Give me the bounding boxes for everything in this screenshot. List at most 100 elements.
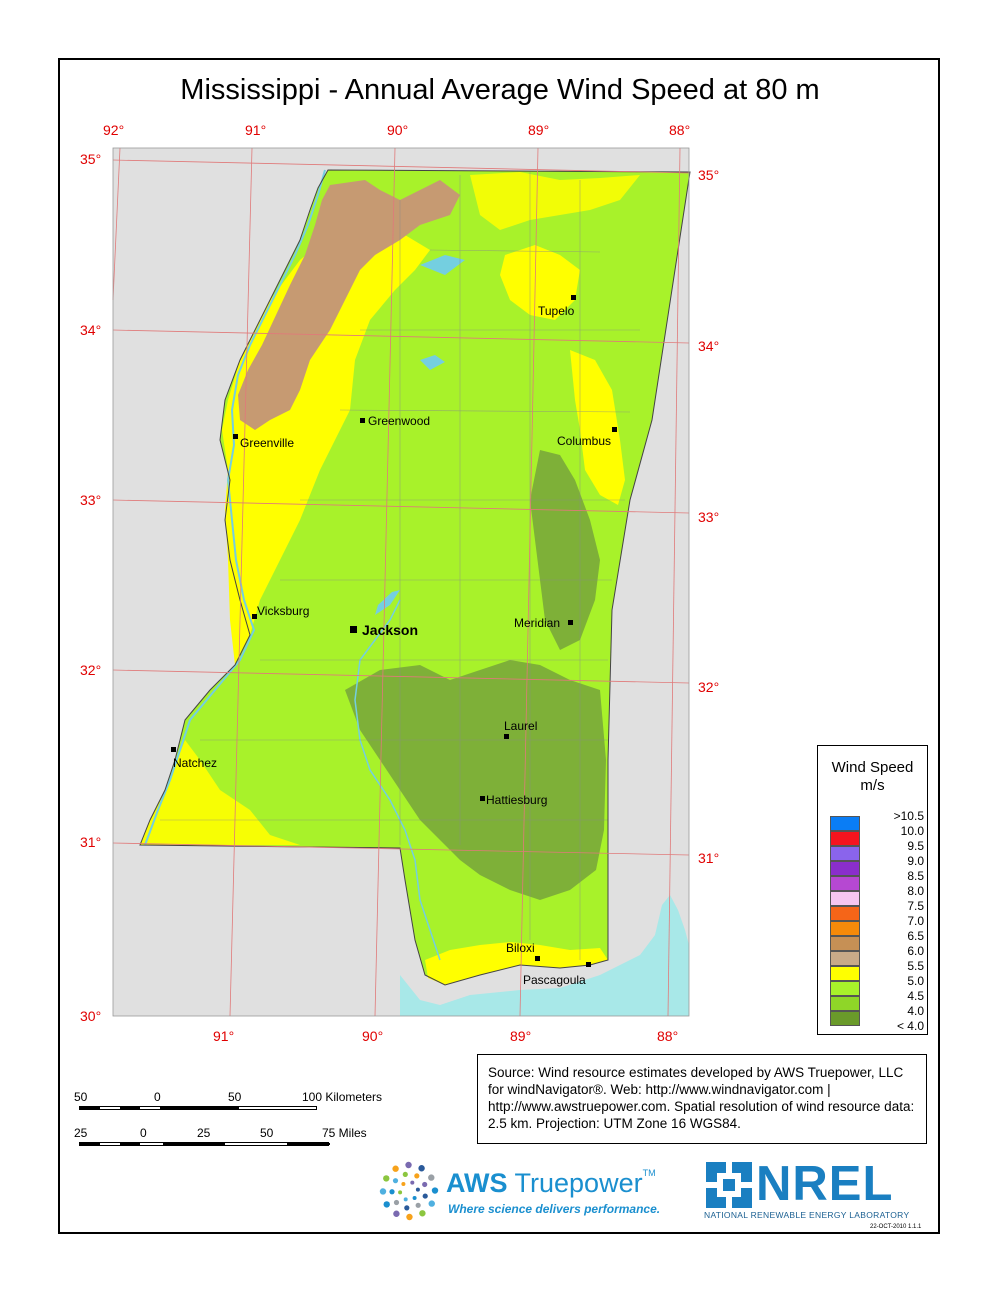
city-marker-natchez bbox=[171, 747, 176, 752]
aws-dot bbox=[410, 1180, 415, 1185]
city-label-pascagoula: Pascagoula bbox=[523, 973, 586, 987]
legend-label: 8.0 bbox=[907, 884, 924, 898]
southwest-yellow bbox=[140, 740, 300, 845]
date-stamp: 22-OCT-2010 1.1.1 bbox=[870, 1224, 922, 1230]
sardis-lake bbox=[420, 255, 465, 275]
legend-item: 8.0 bbox=[830, 884, 925, 906]
legend-swatch bbox=[830, 996, 860, 1011]
lat-label-left-35: 35° bbox=[80, 151, 102, 167]
legend-label: 8.5 bbox=[907, 869, 924, 883]
legend-label: 5.0 bbox=[907, 974, 924, 988]
lat-label-right-33: 33° bbox=[698, 509, 720, 525]
legend-item: 6.5 bbox=[830, 929, 925, 951]
mississippi-river bbox=[144, 169, 326, 846]
state-border bbox=[139, 169, 691, 986]
scale-km-label-2: 50 bbox=[228, 1090, 242, 1104]
legend-item: >10.5 bbox=[830, 809, 925, 831]
lon-label-bottom-88: 88° bbox=[657, 1028, 679, 1044]
nrel-subtitle: NATIONAL RENEWABLE ENERGY LABORATORY bbox=[704, 1210, 910, 1220]
scalebar-miles bbox=[79, 1142, 330, 1146]
city-label-greenwood: Greenwood bbox=[368, 414, 431, 428]
aws-dot bbox=[428, 1200, 435, 1207]
scale-mi-label-1: 0 bbox=[140, 1126, 147, 1140]
lon-label-top-88: 88° bbox=[669, 122, 691, 138]
source-note: Source: Wind resource estimates develope… bbox=[477, 1054, 927, 1144]
aws-dot bbox=[418, 1165, 425, 1172]
city-label-natchez: Natchez bbox=[173, 756, 218, 770]
legend-swatch bbox=[830, 1011, 860, 1026]
lat-label-right-31: 31° bbox=[698, 850, 720, 866]
legend-swatch bbox=[830, 846, 860, 861]
city-label-biloxi: Biloxi bbox=[506, 941, 535, 955]
legend-item: 4.5 bbox=[830, 989, 925, 1011]
aws-dot bbox=[402, 1171, 408, 1178]
aws-dot bbox=[422, 1193, 428, 1199]
aws-dot bbox=[383, 1175, 390, 1182]
lon-label-bottom-90: 90° bbox=[362, 1028, 384, 1044]
city-marker-biloxi bbox=[535, 956, 540, 961]
city-label-laurel: Laurel bbox=[504, 719, 538, 733]
aws-truepower-logo: AWS TruepowerTM Where science delivers p… bbox=[378, 1160, 688, 1222]
delta-brown bbox=[238, 180, 460, 430]
scalebar-km bbox=[79, 1106, 317, 1110]
aws-dot bbox=[431, 1187, 439, 1194]
tupelo-yellow bbox=[500, 245, 580, 320]
aws-dot bbox=[401, 1181, 406, 1186]
city-marker-tupelo bbox=[571, 295, 576, 300]
aws-dot bbox=[392, 1178, 399, 1184]
aws-dot bbox=[415, 1187, 420, 1192]
legend-swatch bbox=[830, 831, 860, 846]
map-title: Mississippi - Annual Average Wind Speed … bbox=[180, 74, 820, 106]
aws-dot bbox=[379, 1188, 387, 1195]
ross-barnett bbox=[375, 590, 400, 615]
legend-item: 6.0 bbox=[830, 944, 925, 966]
legend-label: 6.0 bbox=[907, 944, 924, 958]
legend-item: 5.5 bbox=[830, 959, 925, 981]
lon-label-bottom-91: 91° bbox=[213, 1028, 235, 1044]
legend-item: 7.5 bbox=[830, 899, 925, 921]
legend-title: Wind Speed bbox=[831, 759, 914, 776]
city-marker-greenville bbox=[233, 434, 238, 439]
aws-dot bbox=[392, 1165, 399, 1172]
lat-label-left-33: 33° bbox=[80, 492, 102, 508]
legend-item: < 4.0 bbox=[830, 1019, 925, 1041]
legend-label: 4.5 bbox=[907, 989, 924, 1003]
city-label-meridian: Meridian bbox=[514, 616, 561, 630]
legend-label: 5.5 bbox=[907, 959, 924, 973]
legend-label: 7.0 bbox=[907, 914, 924, 928]
aws-dot bbox=[405, 1161, 412, 1169]
aws-dot bbox=[383, 1201, 390, 1208]
aws-dot bbox=[389, 1189, 395, 1195]
legend-item: 5.0 bbox=[830, 974, 925, 996]
lat-label-left-30: 30° bbox=[80, 1008, 102, 1024]
coast-yellow bbox=[425, 942, 608, 985]
lon-label-top-89: 89° bbox=[528, 122, 550, 138]
nrel-logo: NREL NATIONAL RENEWABLE ENERGY LABORATOR… bbox=[700, 1157, 930, 1220]
legend-swatch bbox=[830, 876, 860, 891]
aws-dot bbox=[428, 1174, 435, 1181]
legend-swatch bbox=[830, 861, 860, 876]
aws-dot bbox=[404, 1205, 410, 1211]
pearl-river bbox=[354, 599, 441, 961]
county-lines bbox=[160, 172, 640, 960]
legend-label: 7.5 bbox=[907, 899, 924, 913]
grenada-lake bbox=[420, 355, 445, 370]
pinebelt-dark bbox=[345, 660, 606, 900]
legend-item: 7.0 bbox=[830, 914, 925, 936]
legend-label: 9.5 bbox=[907, 839, 924, 853]
map-extent bbox=[112, 147, 690, 1017]
legend-swatch bbox=[830, 816, 860, 831]
columbus-yellow bbox=[570, 350, 625, 505]
legend-swatch bbox=[830, 906, 860, 921]
city-marker-vicksburg bbox=[252, 614, 257, 619]
legend-label: 6.5 bbox=[907, 929, 924, 943]
city-marker-pascagoula bbox=[586, 962, 591, 967]
scale-mi-label-2: 25 bbox=[197, 1126, 211, 1140]
scale-mi-label-4: 75 Miles bbox=[322, 1126, 367, 1140]
legend-label: >10.5 bbox=[893, 809, 924, 823]
aws-dots-icon bbox=[379, 1161, 439, 1221]
north-yellow bbox=[470, 172, 640, 230]
gulf-water bbox=[400, 910, 689, 1016]
legend-label: 9.0 bbox=[907, 854, 924, 868]
